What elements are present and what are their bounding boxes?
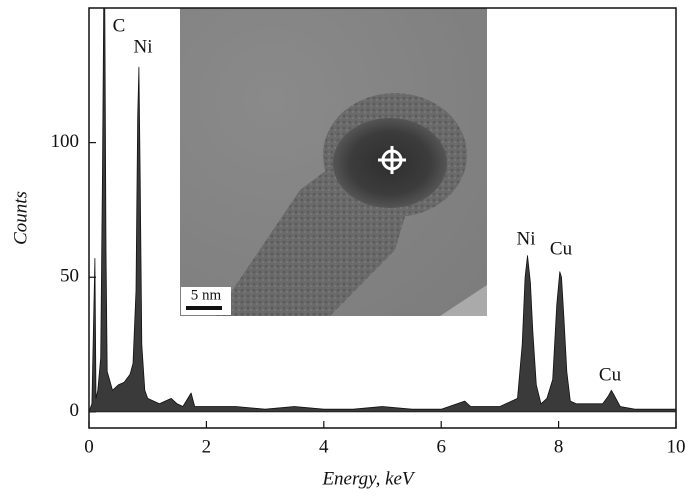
- plot-frame: [88, 7, 677, 429]
- y-tick-label: 0: [70, 400, 80, 421]
- x-tick-label: 8: [554, 436, 564, 457]
- peak-label: C: [113, 15, 126, 36]
- spectrum-group: [89, 8, 676, 413]
- peak-label: Cu: [550, 238, 573, 259]
- x-tick-label: 6: [436, 436, 446, 457]
- peak-label: Ni: [517, 228, 536, 249]
- scale-bar-label: 5 nm: [191, 287, 222, 303]
- x-axis-label: Energy, keV: [321, 468, 415, 489]
- y-tick-label: 100: [51, 131, 80, 152]
- y-tick-label: 50: [60, 266, 79, 287]
- x-tick-label: 2: [202, 436, 212, 457]
- y-axis-label: Counts: [10, 191, 31, 245]
- spectrum: [89, 8, 676, 413]
- x-tick-label: 10: [667, 436, 686, 457]
- x-tick-label: 0: [84, 436, 94, 457]
- peak-label: Cu: [599, 364, 622, 385]
- inset-image: 5 nm: [180, 8, 487, 316]
- peak-label: Ni: [134, 36, 153, 57]
- x-tick-label: 4: [319, 436, 329, 457]
